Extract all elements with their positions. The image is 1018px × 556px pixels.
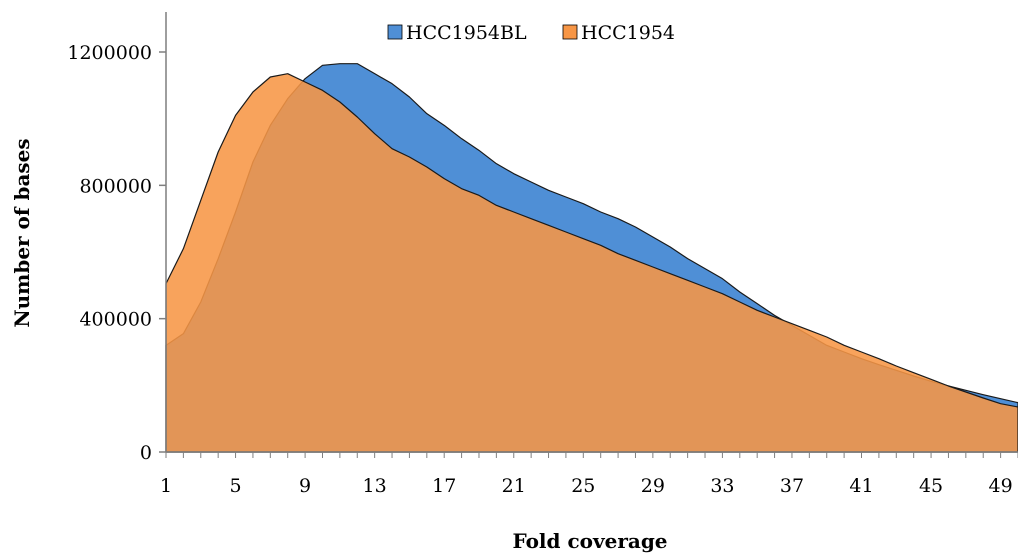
x-tick-label: 33	[710, 475, 734, 497]
x-tick-label: 13	[363, 475, 387, 497]
x-tick-label: 49	[989, 475, 1013, 497]
legend-swatch-hcc1954bl	[387, 24, 403, 40]
plot-area	[165, 63, 1018, 453]
x-tick-label: 5	[230, 475, 242, 497]
area-series-hcc1954	[165, 73, 1018, 453]
legend-label-hcc1954bl: HCC1954BL	[406, 22, 527, 44]
y-tick-label: 800000	[79, 175, 152, 197]
x-tick-label: 41	[849, 475, 873, 497]
x-tick-label: 9	[299, 475, 311, 497]
x-axis-title: Fold coverage	[512, 529, 667, 553]
legend: HCC1954BL HCC1954	[387, 22, 675, 44]
legend-swatch-hcc1954	[562, 24, 578, 40]
tick-labels: 0 400000 800000 1200000 1 5 9 13 17 21 25 29 33 37 41 4…	[67, 42, 1018, 497]
x-tick-label: 1	[160, 475, 172, 497]
x-tick-label: 17	[432, 475, 456, 497]
x-tick-label: 21	[502, 475, 526, 497]
axes	[165, 12, 1018, 453]
y-tick-label: 400000	[79, 309, 152, 331]
y-axis-title: Number of bases	[10, 138, 34, 327]
y-tick-label: 0	[140, 442, 152, 464]
x-tick-label: 37	[780, 475, 804, 497]
x-tick-label: 25	[571, 475, 595, 497]
x-tick-label: 45	[919, 475, 943, 497]
x-tick-label: 29	[641, 475, 665, 497]
legend-label-hcc1954: HCC1954	[581, 22, 675, 44]
y-tick-label: 1200000	[67, 42, 152, 64]
